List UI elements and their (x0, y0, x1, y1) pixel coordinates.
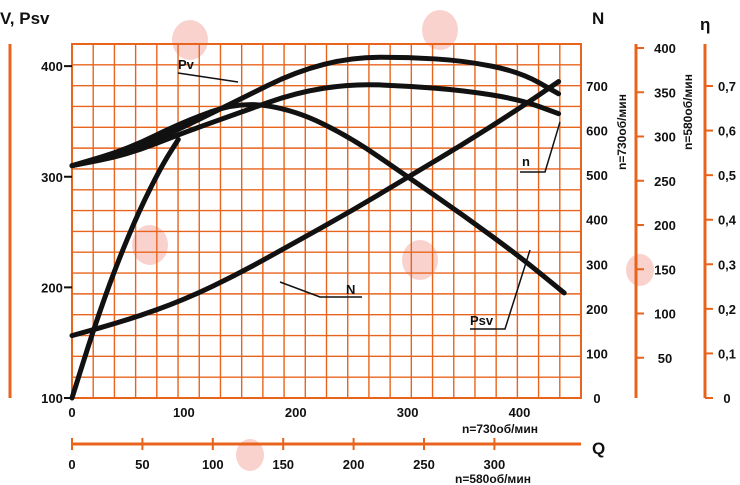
bottom-tick-label: 100 (173, 405, 195, 420)
q2-tick-label: 300 (484, 457, 506, 472)
bottom-tick-label: 400 (509, 405, 531, 420)
n580-tick-label: 150 (654, 262, 676, 277)
curve-power-n (69, 79, 562, 339)
curve-pv (69, 54, 562, 169)
n580-tick-label: 100 (654, 307, 676, 322)
left-tick-label: 400 (41, 59, 63, 74)
leader-eta (520, 121, 561, 173)
eta-tick-label: 0,2 (718, 302, 736, 317)
curves (69, 54, 567, 401)
n730-tick-label: 400 (586, 213, 608, 228)
n580-tick-label: 400 (654, 41, 676, 56)
leader-psv (470, 249, 531, 330)
curve-labels: Pv n N Psv (177, 57, 561, 330)
q2-tick-label: 200 (343, 457, 365, 472)
left-tick-label: 200 (41, 280, 63, 295)
eta-tick-label: 0,4 (718, 213, 737, 228)
n730-tick-label: 700 (586, 79, 608, 94)
plot-frame (71, 43, 582, 399)
q2-tick-label: 150 (272, 457, 294, 472)
eta-tick-label: 0,7 (718, 79, 736, 94)
eta-axis-ticks: 0 0,1 0,2 0,3 0,4 0,5 0,6 0,7 (705, 79, 737, 406)
left-axis-title: V, Psv (0, 9, 50, 28)
label-psv: Psv (470, 313, 494, 328)
q-axis-title: Q (592, 439, 605, 458)
n580-tick-label: 300 (654, 130, 676, 145)
n580-tick-label: 250 (654, 174, 676, 189)
second-q-axis-ticks: 0 50 100 150 200 250 300 (68, 438, 505, 472)
second-q-unit-note: n=580об/мин (455, 472, 531, 485)
bottom-tick-label: 0 (68, 405, 75, 420)
n730-tick-label: 300 (586, 257, 608, 272)
leader-pv (177, 72, 239, 83)
q2-tick-label: 0 (68, 457, 75, 472)
bottom-axis-ticks: 0 100 200 300 400 (68, 405, 530, 420)
curve-p-upper (69, 82, 562, 169)
bottom-tick-label: 300 (397, 405, 419, 420)
n580-tick-label: 200 (654, 218, 676, 233)
n730-tick-label: 0 (593, 391, 600, 406)
n730-tick-label: 600 (586, 124, 608, 139)
label-pv: Pv (178, 57, 195, 72)
eta-tick-label: 0,3 (718, 257, 736, 272)
eta-tick-label: 0,5 (718, 168, 736, 183)
eta-tick-label: 0,6 (718, 124, 736, 139)
n580-tick-label: 50 (658, 351, 672, 366)
eta-tick-label: 0,1 (718, 346, 736, 361)
n-axis-title: N (592, 9, 604, 28)
label-eta: n (522, 154, 530, 169)
q2-tick-label: 250 (413, 457, 435, 472)
label-n: N (346, 282, 355, 297)
eta-axis-title: η (700, 15, 710, 34)
n580-rot-label: n=580об/мин (681, 74, 695, 150)
n730-rot-label: n=730об/мин (615, 94, 629, 170)
n730-tick-label: 500 (586, 168, 608, 183)
curve-efficiency (69, 136, 181, 401)
eta-tick-label: 0 (723, 391, 730, 406)
left-tick-label: 300 (41, 170, 63, 185)
n730-axis-ticks: 0 100 200 300 400 500 600 700 (586, 79, 608, 406)
n730-tick-label: 200 (586, 302, 608, 317)
bottom-unit-note: n=730об/мин (462, 422, 538, 436)
n580-tick-label: 350 (654, 85, 676, 100)
n580-axis-ticks: 50 100 150 200 250 300 350 400 (636, 41, 676, 366)
leader-n (279, 281, 362, 298)
n730-tick-label: 100 (586, 346, 608, 361)
left-tick-label: 100 (41, 391, 63, 406)
left-axis-ticks: 100 200 300 400 (41, 59, 72, 406)
curve-psv (69, 102, 567, 296)
bottom-tick-label: 200 (285, 405, 307, 420)
q2-tick-label: 100 (202, 457, 224, 472)
watermark-layer (132, 10, 654, 471)
q2-tick-label: 50 (135, 457, 149, 472)
